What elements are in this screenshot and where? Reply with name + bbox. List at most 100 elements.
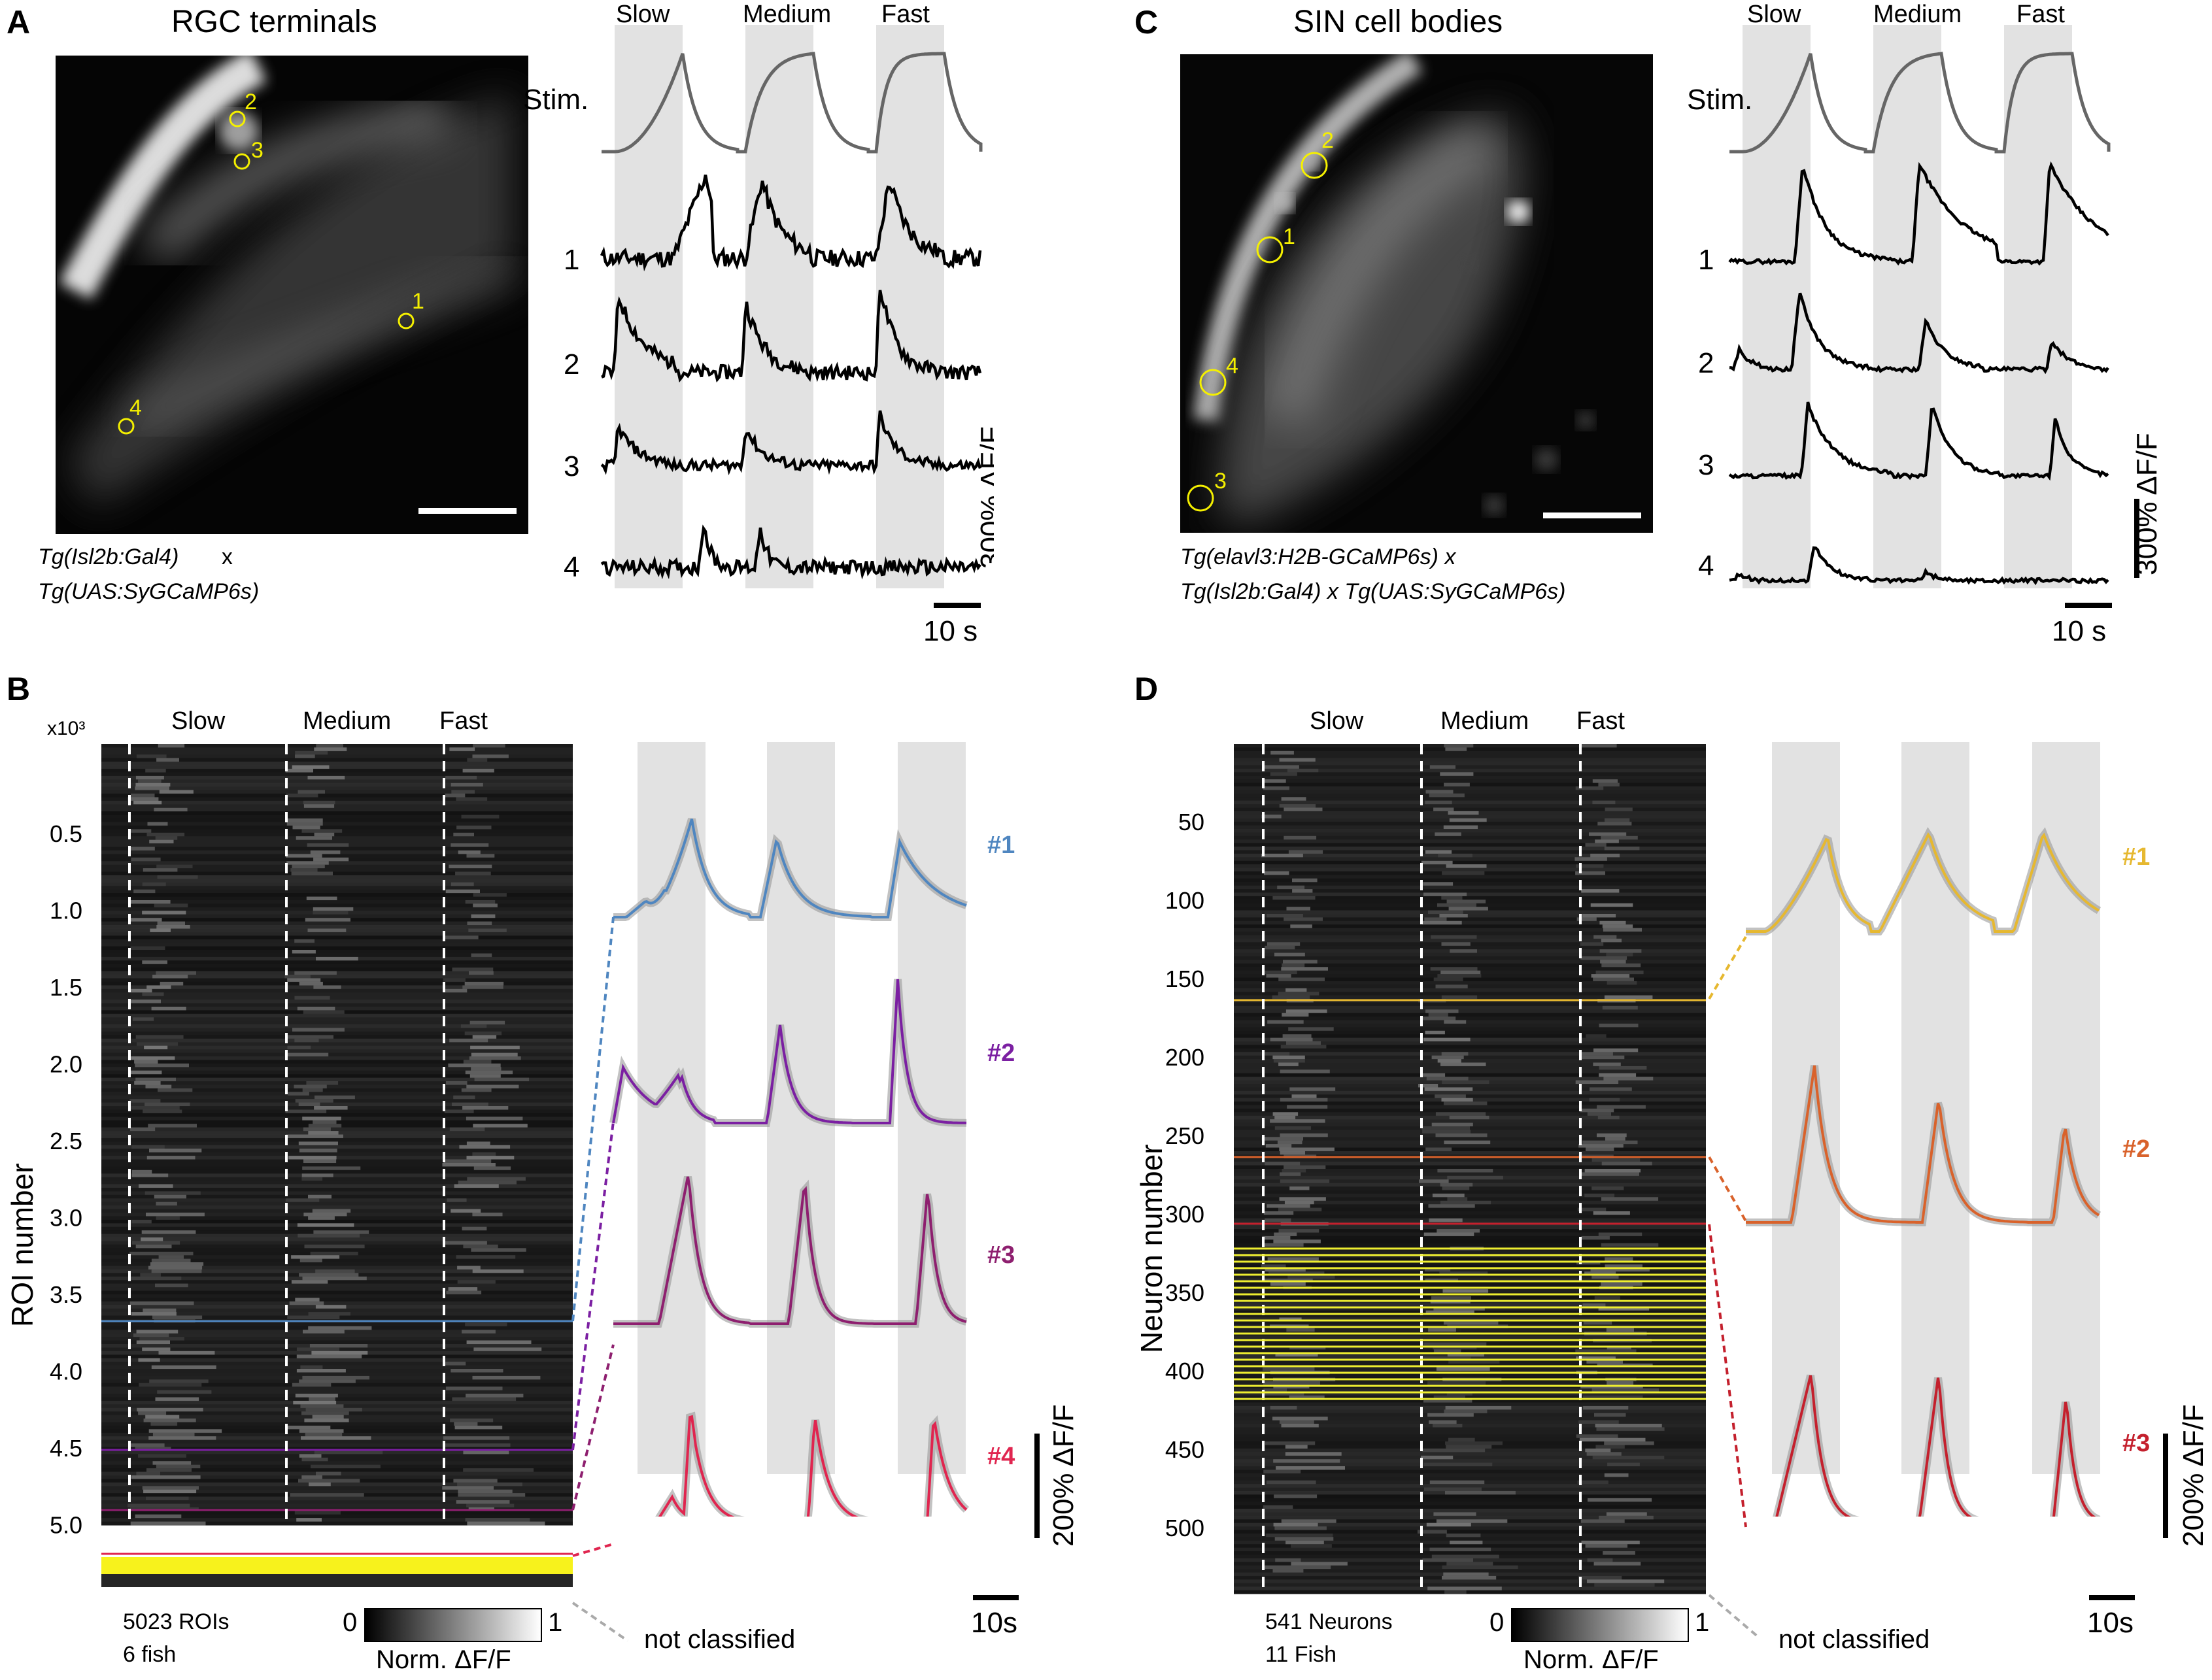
heatmap-activity (1442, 1080, 1489, 1084)
heatmap-row (101, 1280, 573, 1285)
heatmap-activity (129, 988, 152, 993)
heatmap-row (101, 1283, 573, 1288)
heatmap-activity (286, 794, 318, 798)
heatmap-activity (1276, 1466, 1345, 1470)
heatmap-activity (472, 1152, 496, 1156)
heatmap-row (1234, 1105, 1706, 1109)
b-count-line1: 5023 ROIs (123, 1609, 230, 1634)
heatmap-activity (1289, 1186, 1310, 1191)
heatmap-activity (287, 1045, 311, 1050)
heatmap-activity (1446, 1445, 1492, 1449)
heatmap-activity (1591, 1275, 1619, 1279)
heatmap-activity (1579, 1437, 1646, 1442)
heatmap-activity (1278, 1062, 1299, 1067)
heatmap-activity (314, 1450, 383, 1454)
heatmap-row (101, 762, 573, 766)
heatmap-activity (1285, 1452, 1342, 1456)
heatmap-activity (313, 985, 341, 990)
heatmap-activity (290, 1493, 364, 1498)
heatmap-activity (1263, 1381, 1320, 1385)
heatmap-row (101, 1173, 573, 1178)
sin-roi-circle-4 (1199, 369, 1227, 396)
heatmap-activity (1604, 1441, 1654, 1446)
roi-label-3: 3 (251, 138, 264, 163)
heatmap-activity (143, 1109, 182, 1114)
heatmap-activity (1279, 804, 1316, 809)
heatmap-activity (1580, 744, 1617, 748)
heatmap-activity (446, 1290, 482, 1295)
cluster-traces-b (609, 818, 970, 1517)
heatmap-row (101, 1032, 573, 1035)
heatmap-activity (135, 1244, 172, 1249)
heatmap-activity (466, 854, 495, 858)
heatmap-activity (313, 857, 349, 862)
heatmap-row (101, 1137, 573, 1142)
heatmap-row (1234, 1264, 1706, 1269)
heatmap-activity (1443, 825, 1478, 830)
heatmap-activity (1444, 1590, 1467, 1594)
heatmap-row (101, 1514, 573, 1519)
heatmap-activity (1602, 924, 1633, 929)
heatmap-row (1234, 843, 1706, 847)
panel-a-title: RGC terminals (171, 5, 377, 39)
heatmap-activity (301, 1177, 323, 1181)
heatmap-activity (1272, 995, 1310, 1000)
heatmap-activity (469, 1074, 501, 1079)
heatmap-activity (1280, 1172, 1301, 1177)
heatmap-activity (1442, 1186, 1470, 1191)
heatmap-row (101, 1088, 573, 1092)
heatmap-activity (1444, 1409, 1488, 1414)
heatmap-activity (1583, 1320, 1612, 1325)
heatmap-activity (1425, 850, 1452, 854)
heatmap-activity (1595, 1424, 1662, 1428)
heatmap-activity (308, 1312, 350, 1317)
heatmap-row (101, 1052, 573, 1057)
heatmap-row (1234, 1420, 1706, 1424)
heatmap-activity (301, 1475, 322, 1479)
heatmap-activity (451, 1102, 488, 1107)
heatmap-activity (1286, 1328, 1315, 1332)
heatmap-row (101, 975, 573, 979)
heatmap-row (101, 861, 573, 865)
d-scalebar-y (2163, 1434, 2168, 1538)
heatmap-activity (1447, 1197, 1468, 1201)
heatmap-activity (442, 1486, 494, 1490)
heatmap-row (1234, 1207, 1706, 1212)
heatmap-activity (132, 1017, 154, 1022)
heatmap-activity (454, 1425, 503, 1430)
heatmap-activity (294, 939, 315, 943)
heatmap-activity (472, 1375, 541, 1380)
heatmap-row (101, 971, 573, 975)
heatmap-activity (142, 992, 164, 997)
heatmap-row (101, 1226, 573, 1231)
heatmap-row (1234, 1502, 1706, 1506)
heatmap-activity (463, 1468, 534, 1473)
heatmap-activity (1586, 1147, 1614, 1152)
heatmap-activity (1263, 970, 1297, 975)
heatmap-activity (1263, 779, 1286, 784)
heatmap-row (1234, 762, 1706, 766)
heatmap-activity (1446, 864, 1487, 869)
sin-micrograph: 2 1 4 3 (1180, 54, 1653, 533)
heatmap-activity (1278, 992, 1319, 996)
heatmap-activity (454, 1184, 499, 1188)
heatmap-row (101, 978, 573, 983)
heatmap-activity (150, 928, 171, 933)
heatmap-activity (298, 1102, 320, 1107)
heatmap-row (101, 1439, 573, 1444)
heatmap-activity (137, 1407, 203, 1412)
heatmap-row (101, 1486, 573, 1490)
heatmap-activity (463, 1244, 498, 1249)
heatmap-row (101, 1397, 573, 1402)
heatmap-activity (307, 775, 345, 780)
heatmap-row (101, 1038, 573, 1043)
heatmap-activity (308, 1194, 332, 1199)
heatmap-activity (138, 1454, 186, 1458)
b-scalebar-y-label: 200% ΔF/F (1047, 1404, 1080, 1547)
heatmap-activity (1591, 1186, 1624, 1191)
heatmap-row (101, 825, 573, 830)
heatmap-activity (1435, 984, 1468, 989)
heatmap-activity (298, 790, 325, 794)
ytick-label: 5.0 (50, 1512, 82, 1539)
heatmap-activity (453, 1095, 475, 1100)
